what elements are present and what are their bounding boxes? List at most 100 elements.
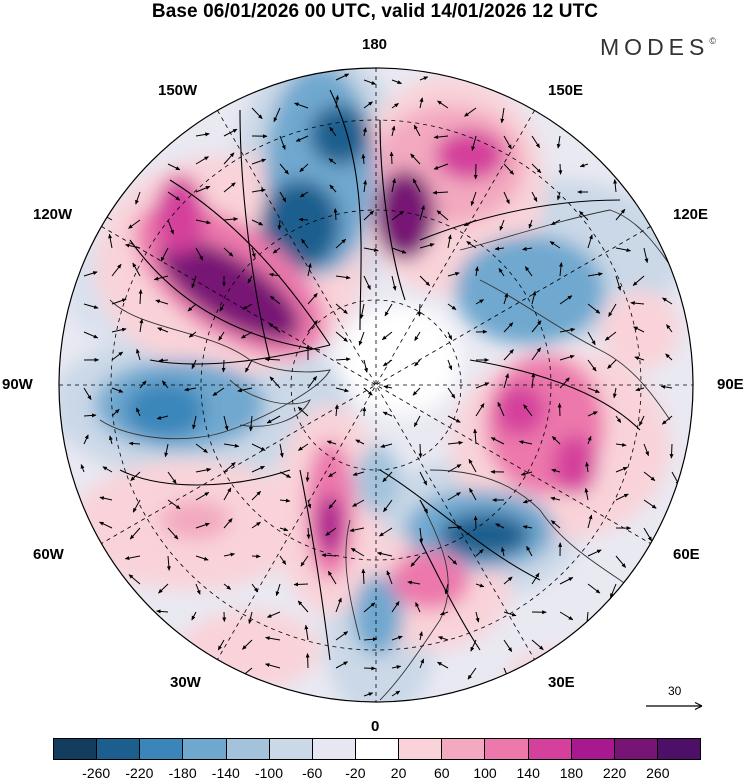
wind-arrow [223, 462, 236, 473]
wind-arrow [299, 163, 309, 172]
wind-arrow [447, 492, 461, 501]
wind-arrow [635, 387, 645, 392]
wind-arrow [130, 471, 141, 481]
wind-arrow [128, 574, 141, 585]
wind-arrow [615, 442, 627, 447]
wind-arrow [124, 555, 141, 561]
wind-arrow [195, 132, 210, 137]
wind-arrow [604, 331, 617, 341]
wind-arrow [269, 376, 281, 389]
wind-arrow [433, 163, 449, 170]
wind-arrow [587, 387, 600, 393]
wind-arrow [135, 191, 141, 205]
wind-arrow [587, 303, 601, 314]
wind-arrow [251, 219, 264, 226]
wind-arrow [419, 205, 425, 221]
wind-arrow [333, 208, 338, 221]
vector-reference-value: 30 [668, 684, 682, 698]
wind-arrow [418, 631, 423, 641]
wind-arrow [83, 387, 92, 401]
wind-arrow [447, 331, 453, 340]
wind-arrow [295, 135, 309, 142]
wind-arrow [191, 275, 197, 289]
wind-arrow [251, 465, 265, 473]
wind-arrow [264, 357, 281, 362]
colorbar-tick-label: 140 [516, 765, 540, 781]
wind-arrow [352, 471, 365, 476]
wind-arrow [463, 219, 477, 227]
wind-arrow [129, 527, 141, 540]
wind-arrow [643, 247, 649, 264]
wind-arrow [470, 191, 477, 206]
colorbar-swatch [140, 739, 184, 759]
wind-arrow [195, 467, 212, 473]
wind-arrow [335, 597, 342, 613]
wind-arrow [501, 547, 505, 557]
wind-arrow [518, 440, 533, 445]
wind-arrow [587, 583, 601, 594]
wind-arrow [111, 409, 120, 417]
wind-arrow [167, 527, 179, 540]
wind-arrow [251, 107, 263, 120]
wind-arrow [436, 210, 449, 221]
wind-arrow [279, 555, 287, 565]
wind-arrow [237, 387, 253, 393]
wind-arrow [503, 163, 514, 175]
wind-arrow [99, 496, 113, 501]
wind-arrow [279, 163, 289, 175]
wind-arrow [475, 583, 485, 588]
wind-arrow [584, 487, 589, 501]
wind-arrow [522, 525, 533, 530]
wind-arrow [610, 583, 617, 599]
wind-arrow [475, 382, 490, 389]
lon-label-120w: 120W [33, 206, 73, 223]
wind-arrow [391, 635, 403, 641]
wind-arrow [335, 275, 351, 280]
wind-arrow [559, 354, 575, 361]
wind-arrow [444, 583, 449, 595]
wind-arrow [447, 303, 457, 311]
wind-arrow [381, 331, 393, 341]
wind-arrow [80, 464, 85, 473]
wind-arrow [363, 179, 368, 193]
lon-label-180: 180 [362, 36, 388, 53]
wind-arrow [335, 357, 351, 362]
wind-arrow [550, 520, 561, 529]
wind-arrow [466, 240, 477, 249]
wind-arrow [415, 601, 421, 613]
wind-arrow [418, 443, 423, 459]
wind-arrow [633, 326, 645, 333]
wind-arrow [669, 443, 674, 459]
wind-arrow [531, 163, 542, 174]
polar-anomaly-map [58, 67, 694, 703]
wind-arrow [247, 275, 253, 284]
wind-arrow [279, 498, 291, 503]
wind-arrow [158, 583, 169, 594]
wind-arrow [363, 692, 374, 697]
wind-arrow [83, 413, 97, 418]
wind-arrow [391, 601, 400, 613]
wind-arrow [377, 551, 393, 557]
wind-arrow [522, 246, 533, 251]
wind-arrow [277, 219, 282, 230]
colorbar-swatch [442, 739, 486, 759]
wind-arrow [335, 303, 348, 314]
wind-arrow [612, 387, 617, 399]
wind-arrow [468, 458, 477, 473]
wind-arrow [531, 572, 540, 585]
wind-arrow [223, 518, 233, 529]
wind-arrow [128, 441, 141, 446]
wind-arrow [523, 404, 533, 417]
wind-arrow [551, 436, 561, 445]
lon-label-60w: 60W [33, 546, 64, 563]
colorbar-swatch [183, 739, 227, 759]
wind-arrow [158, 358, 169, 363]
wind-arrow [362, 406, 367, 417]
wind-arrow [419, 658, 425, 669]
wind-arrow [251, 554, 261, 559]
colorbar-tick-label: -60 [302, 765, 323, 781]
wind-arrow [327, 570, 337, 585]
wind-arrow [240, 331, 253, 339]
wind-arrow [157, 327, 169, 333]
wind-arrow [195, 156, 209, 165]
